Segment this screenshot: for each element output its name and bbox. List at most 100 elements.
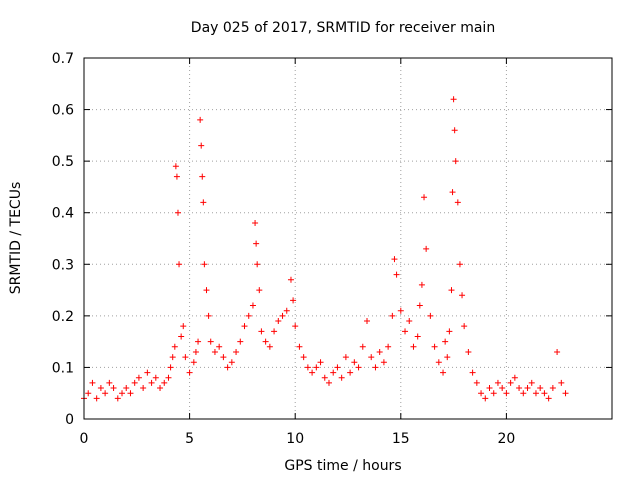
data-point [351, 359, 358, 366]
data-point [93, 395, 100, 402]
data-point [148, 379, 155, 386]
data-point [144, 369, 151, 376]
data-point [440, 369, 447, 376]
data-point [450, 96, 457, 103]
data-point [169, 354, 176, 361]
data-point [347, 369, 354, 376]
data-point [253, 240, 260, 247]
data-point [205, 312, 212, 319]
data-point [197, 116, 204, 123]
x-tick-label: 5 [185, 431, 194, 447]
y-tick-label: 0.5 [52, 154, 74, 170]
data-point [190, 359, 197, 366]
y-axis-label: SRMTID / TECUs [8, 182, 24, 295]
data-point [207, 338, 214, 345]
data-point [368, 354, 375, 361]
data-point [416, 302, 423, 309]
data-point [511, 374, 518, 381]
data-point [176, 261, 183, 268]
y-tick-label: 0.2 [52, 309, 74, 325]
data-point [465, 348, 472, 355]
data-point [516, 385, 523, 392]
data-point [266, 343, 273, 350]
data-point [562, 390, 569, 397]
data-point [127, 390, 134, 397]
data-point [448, 287, 455, 294]
data-point [393, 271, 400, 278]
data-point [220, 354, 227, 361]
data-point [165, 374, 172, 381]
data-point [469, 369, 476, 376]
data-point [241, 323, 248, 330]
x-tick-label: 20 [497, 431, 515, 447]
data-point [446, 328, 453, 335]
data-point [520, 390, 527, 397]
data-point [171, 343, 178, 350]
data-point [182, 354, 189, 361]
data-point [157, 385, 164, 392]
data-point [414, 333, 421, 340]
data-point [449, 189, 456, 196]
data-point [452, 158, 459, 165]
data-point [391, 256, 398, 263]
data-point [114, 395, 121, 402]
data-point [119, 390, 126, 397]
data-point [355, 364, 362, 371]
data-point [199, 173, 206, 180]
data-point [300, 354, 307, 361]
data-point [473, 379, 480, 386]
data-point [402, 328, 409, 335]
data-point [275, 318, 282, 325]
data-point [252, 220, 259, 227]
data-point [461, 323, 468, 330]
data-point [499, 385, 506, 392]
y-tick-label: 0.1 [52, 360, 74, 376]
data-point [528, 379, 535, 386]
data-point [385, 343, 392, 350]
data-point [532, 390, 539, 397]
data-point [224, 364, 231, 371]
data-point [524, 385, 531, 392]
data-point [180, 323, 187, 330]
data-point [110, 385, 117, 392]
x-tick-labels: 0 5 10 15 20 [80, 431, 516, 447]
data-points [81, 96, 569, 402]
plot-frame [83, 57, 613, 420]
data-point [545, 395, 552, 402]
data-point [359, 343, 366, 350]
data-point [478, 390, 485, 397]
data-point [198, 142, 205, 149]
data-point [135, 374, 142, 381]
data-point [317, 359, 324, 366]
data-point [454, 199, 461, 206]
data-point [279, 312, 286, 319]
data-point [216, 343, 223, 350]
data-point [102, 390, 109, 397]
x-axis-label: GPS time / hours [284, 458, 401, 474]
axis-ticks [83, 57, 612, 420]
data-point [421, 194, 428, 201]
data-point [338, 374, 345, 381]
data-point [186, 369, 193, 376]
data-point [200, 199, 207, 206]
data-point [372, 364, 379, 371]
grid [84, 58, 612, 419]
data-point [313, 364, 320, 371]
data-point [85, 390, 92, 397]
data-point [490, 390, 497, 397]
data-point [296, 343, 303, 350]
data-point [427, 312, 434, 319]
data-point [435, 359, 442, 366]
data-point [486, 385, 493, 392]
data-point [406, 318, 413, 325]
data-point [152, 374, 159, 381]
data-point [364, 318, 371, 325]
data-point [558, 379, 565, 386]
data-point [325, 379, 332, 386]
data-point [254, 261, 261, 268]
data-point [97, 385, 104, 392]
data-point [418, 281, 425, 288]
data-point [549, 385, 556, 392]
data-point [178, 333, 185, 340]
data-point [342, 354, 349, 361]
